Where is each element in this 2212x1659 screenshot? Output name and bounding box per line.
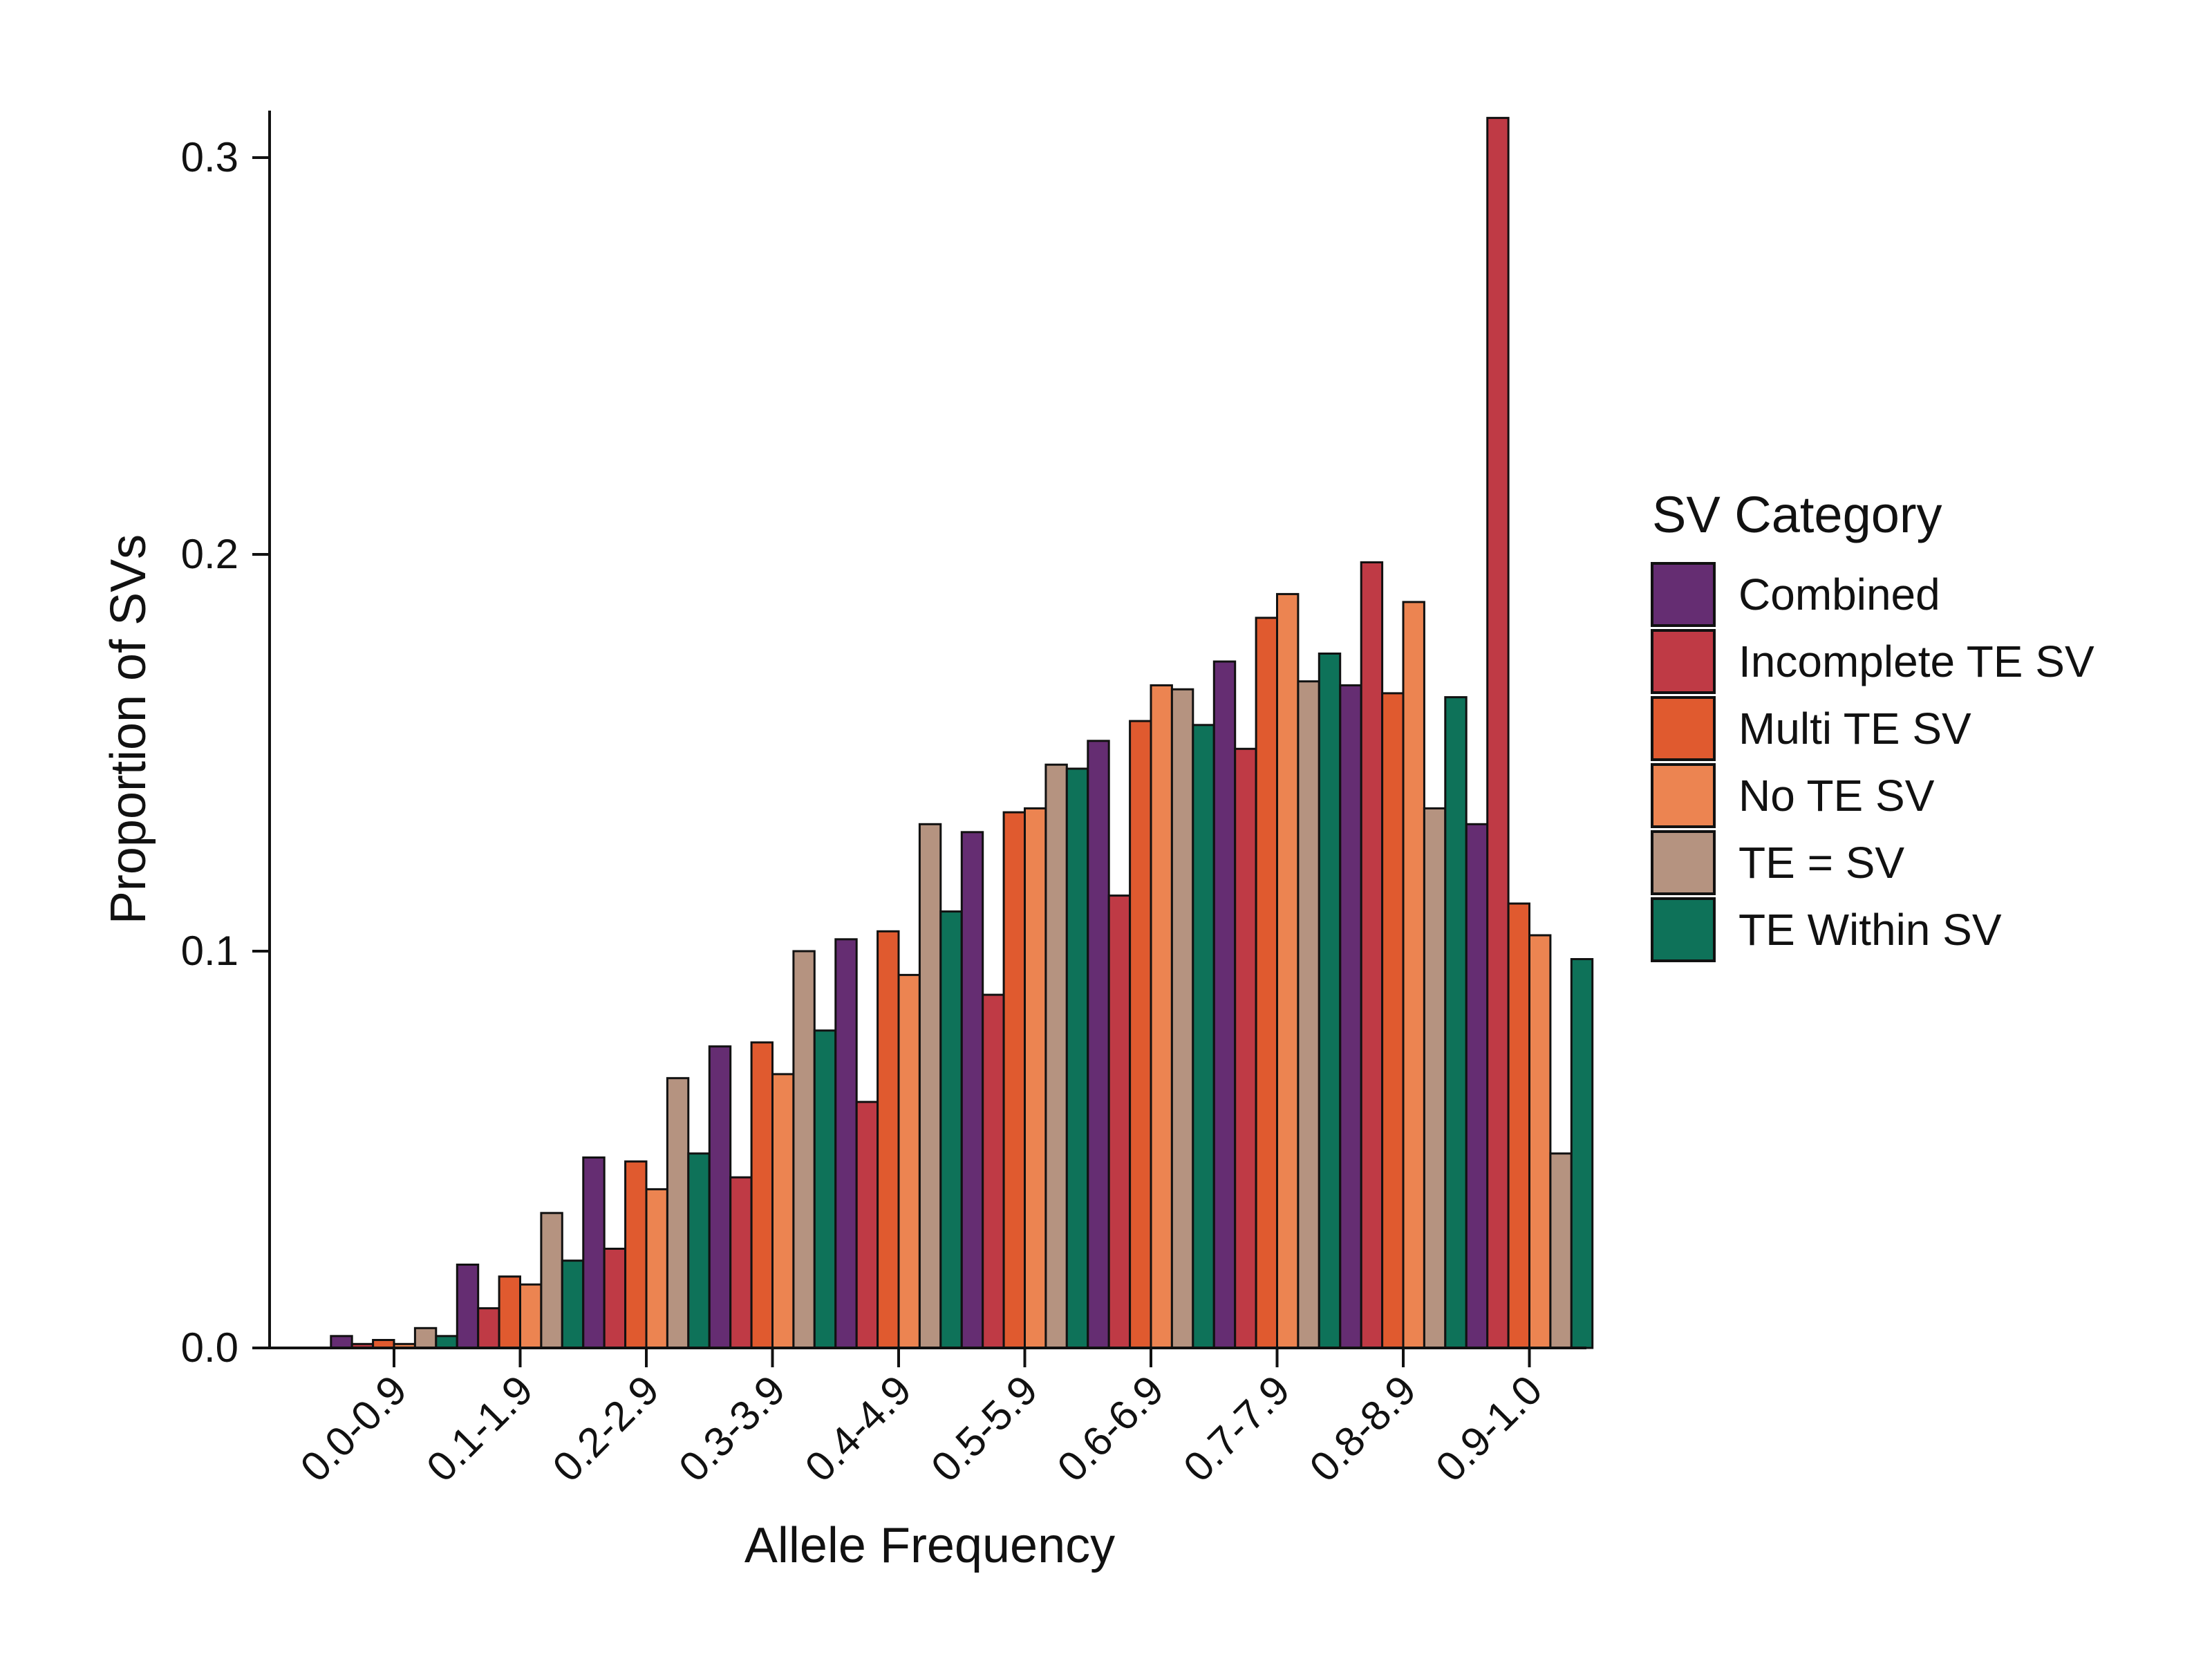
legend-label: Combined [1738,570,1940,619]
bar-te-sv-0.5-5.9 [1044,763,1068,1349]
bar-incomplete-te-sv-0.9-1.0 [1486,117,1510,1349]
x-tick-label: 0.9-1.0 [1427,1367,1550,1490]
x-tick-label: 0.3-3.9 [670,1367,794,1490]
bar-te-sv-0.6-6.9 [1170,688,1194,1349]
bar-no-te-sv-0.2-2.9 [645,1188,668,1349]
bar-combined-0.7-7.9 [1212,660,1237,1349]
bar-te-sv-0.2-2.9 [666,1077,690,1349]
bar-no-te-sv-0.8-8.9 [1402,601,1425,1349]
x-tick-label: 0.6-6.9 [1049,1367,1172,1490]
legend-key-incomplete-te-sv [1651,629,1716,694]
bar-combined-0.3-3.9 [708,1045,732,1349]
legend-key-combined [1651,562,1716,627]
bar-no-te-sv-0.4-4.9 [897,973,921,1349]
y-tick-label: 0.1 [181,928,238,974]
bar-te-within-sv-0.2-2.9 [687,1152,711,1349]
bar-no-te-sv-0.1-1.9 [519,1283,543,1349]
bar-te-sv-0.1-1.9 [540,1212,563,1349]
bar-incomplete-te-sv-0.2-2.9 [603,1248,627,1349]
axes-group [268,111,1586,1349]
bar-multi-te-sv-0.8-8.9 [1381,692,1405,1349]
x-tick-label: 0.2-2.9 [544,1367,668,1490]
bar-no-te-sv-0.3-3.9 [771,1073,795,1349]
bar-te-sv-0.8-8.9 [1423,807,1447,1349]
y-tick-label: 0.3 [181,134,238,180]
bar-te-within-sv-0.8-8.9 [1444,696,1468,1349]
bar-multi-te-sv-0.9-1.0 [1507,902,1531,1349]
legend-label: No TE SV [1738,771,1935,821]
bar-incomplete-te-sv-0.7-7.9 [1234,747,1257,1349]
bar-multi-te-sv-0.2-2.9 [624,1160,648,1349]
bar-incomplete-te-sv-0.4-4.9 [855,1100,879,1349]
bar-incomplete-te-sv-0.3-3.9 [729,1176,753,1349]
bar-combined-0.4-4.9 [834,938,858,1349]
y-axis-title: Proportion of SVs [101,534,156,924]
bar-combined-0.1-1.9 [456,1264,480,1349]
bar-combined-0.8-8.9 [1339,684,1362,1349]
bar-te-within-sv-0.5-5.9 [1065,767,1089,1349]
legend-label: TE = SV [1738,838,1904,888]
bar-te-sv-0.0-0.9 [413,1327,438,1349]
bar-combined-0.9-1.0 [1465,823,1489,1349]
bar-multi-te-sv-0.4-4.9 [877,930,900,1349]
bar-combined-0.0-0.9 [330,1335,353,1349]
bar-te-within-sv-0.3-3.9 [813,1029,837,1349]
bar-incomplete-te-sv-0.6-6.9 [1107,894,1132,1349]
legend-key-multi-te-sv [1651,696,1716,761]
x-tick-label: 0.4-4.9 [796,1367,920,1490]
x-tick-label: 0.8-8.9 [1301,1367,1425,1490]
legend-key-te-within-sv [1651,897,1716,962]
legend-title: SV Category [1652,486,1942,543]
bar-te-within-sv-0.4-4.9 [939,910,963,1349]
bar-te-sv-0.3-3.9 [792,950,816,1349]
bars-group [330,117,1594,1349]
legend-key-no-te-sv [1651,763,1716,828]
y-tick-label: 0.2 [181,531,238,577]
bar-no-te-sv-0.7-7.9 [1276,592,1300,1349]
bar-incomplete-te-sv-0.1-1.9 [477,1307,500,1349]
bar-multi-te-sv-0.6-6.9 [1129,720,1152,1349]
legend-label: Multi TE SV [1738,704,1971,753]
bar-no-te-sv-0.5-5.9 [1024,807,1047,1349]
bar-no-te-sv-0.9-1.0 [1528,934,1552,1349]
bar-incomplete-te-sv-0.8-8.9 [1360,561,1384,1349]
legend-label: TE Within SV [1738,905,2002,955]
bar-combined-0.5-5.9 [960,831,984,1349]
x-tick-label: 0.5-5.9 [922,1367,1046,1490]
bar-multi-te-sv-0.5-5.9 [1002,811,1026,1349]
bar-combined-0.2-2.9 [582,1156,606,1349]
bar-te-sv-0.9-1.0 [1549,1152,1573,1349]
x-tick-label: 0.7-7.9 [1174,1367,1298,1490]
bar-incomplete-te-sv-0.5-5.9 [982,993,1005,1349]
bar-te-within-sv-0.6-6.9 [1192,724,1215,1349]
bar-te-sv-0.7-7.9 [1297,680,1320,1349]
bar-multi-te-sv-0.3-3.9 [750,1041,774,1349]
bar-multi-te-sv-0.1-1.9 [498,1275,521,1349]
legend-key-te-sv [1651,830,1716,895]
y-tick-label: 0.0 [181,1324,238,1371]
bar-te-within-sv-0.7-7.9 [1318,653,1342,1349]
bar-te-within-sv-0.9-1.0 [1570,958,1594,1349]
bar-no-te-sv-0.6-6.9 [1150,684,1173,1349]
y-ticks-group: 0.0 0.1 0.2 0.3 [181,134,270,1371]
bar-te-within-sv-0.1-1.9 [561,1259,585,1349]
legend-label: Incomplete TE SV [1738,637,2094,686]
x-ticks-group: 0.0-0.9 0.1-1.9 0.2-2.9 0.3-3.9 0.4-4.9 0.5-5… [292,1348,1551,1490]
bar-te-within-sv-0.0-0.9 [435,1335,458,1349]
x-tick-label: 0.1-1.9 [418,1367,541,1490]
x-axis-title: Allele Frequency [744,1518,1115,1573]
bar-multi-te-sv-0.7-7.9 [1255,617,1278,1349]
bar-combined-0.6-6.9 [1087,740,1110,1349]
bar-te-sv-0.4-4.9 [918,823,942,1349]
x-tick-label: 0.0-0.9 [292,1367,415,1490]
legend: SV Category Combined Incomplete TE SV Mult… [1651,486,2094,962]
